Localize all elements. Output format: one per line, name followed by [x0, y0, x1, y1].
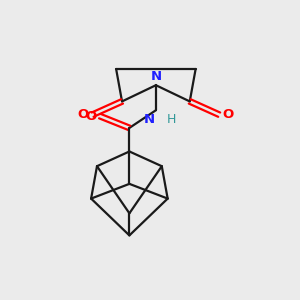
Text: H: H [167, 112, 176, 126]
Text: O: O [85, 110, 96, 123]
Text: N: N [143, 112, 155, 126]
Text: N: N [150, 70, 161, 83]
Text: O: O [78, 108, 89, 121]
Text: O: O [223, 108, 234, 121]
